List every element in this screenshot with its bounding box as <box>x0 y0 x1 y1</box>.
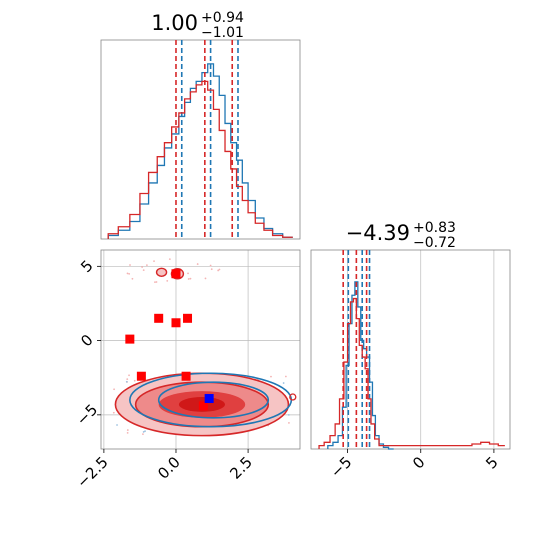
title-median-param1: 1.00 <box>151 11 198 35</box>
scatter-dot <box>129 264 131 266</box>
scatter-y-ticks: −5 0 5 <box>73 257 101 429</box>
scatter-dot <box>142 433 144 435</box>
y-tick-label-1: 0 <box>77 331 96 350</box>
scatter-dot <box>204 277 207 280</box>
x-tick-label-1: 0 <box>409 453 428 472</box>
marker-layer <box>125 269 214 411</box>
scatter-dot <box>131 277 134 280</box>
red-marker-6 <box>181 371 191 381</box>
scatter-dot <box>218 268 221 271</box>
contour-island-1 <box>155 267 168 277</box>
histogram-frame-param1 <box>100 39 301 240</box>
scatter-dot <box>126 378 129 381</box>
red-marker-0 <box>171 269 181 279</box>
red-marker-7 <box>198 401 208 411</box>
scatter-dot <box>112 411 115 414</box>
x-tick-label-2: 5 <box>482 453 501 472</box>
scatter-dot <box>154 281 156 284</box>
scatter-dot <box>128 273 131 275</box>
histogram-series-2 <box>107 80 293 239</box>
red-marker-1 <box>154 313 164 323</box>
histogram-x-ticks-param2: −5 0 5 <box>327 449 502 481</box>
scatter-dot <box>146 264 148 266</box>
blue-marker <box>204 394 214 404</box>
scatter-dot <box>282 382 285 384</box>
histogram-panel-param1: 1.00 +0.94 −1.01 <box>100 10 301 240</box>
red-marker-2 <box>171 318 181 328</box>
red-marker-3 <box>183 313 193 323</box>
title-lower-param2: −0.72 <box>413 235 456 251</box>
scatter-grid <box>101 250 300 449</box>
scatter-dot <box>116 424 118 426</box>
scatter-dot <box>284 375 287 378</box>
histogram-series-2 <box>318 297 505 449</box>
title-upper-param2: +0.83 <box>413 220 456 236</box>
x-tick-label-0: −2.5 <box>73 453 111 491</box>
histogram-series-1 <box>107 63 293 239</box>
histogram-title-param1: 1.00 +0.94 −1.01 <box>151 10 244 41</box>
scatter-dot <box>126 429 129 431</box>
scatter-dot <box>168 258 171 261</box>
scatter-dot <box>217 269 220 272</box>
y-tick-label-0: −5 <box>73 401 101 429</box>
contour-island-3 <box>289 393 297 401</box>
scatter-dot <box>155 281 158 283</box>
x-tick-label-2: 2.5 <box>226 453 256 483</box>
scatter-dot <box>125 380 128 383</box>
scatter-dot <box>166 279 169 282</box>
scatter-frame <box>100 249 301 450</box>
scatter-dot <box>113 388 115 391</box>
x-tick-label-0: −5 <box>327 453 355 481</box>
scatter-dot <box>209 264 212 267</box>
histogram-title-param2: −4.39 +0.83 −0.72 <box>346 220 456 251</box>
scatter-dot <box>287 413 290 416</box>
scatter-dot <box>141 266 144 268</box>
contour-layers <box>114 267 297 437</box>
histogram-panel-param2: −5 0 5 −4.39 +0.83 −0.72 <box>310 220 511 481</box>
title-upper-param1: +0.94 <box>201 10 244 26</box>
red-marker-4 <box>125 334 135 344</box>
scatter-panel: −2.5 0.0 2.5 −5 0 5 <box>73 249 301 492</box>
red-marker-5 <box>136 371 146 381</box>
scatter-dot <box>126 272 129 275</box>
scatter-dot <box>187 272 189 275</box>
scatter-dot <box>142 269 145 272</box>
title-median-param2: −4.39 <box>346 221 410 245</box>
scatter-dot <box>153 260 155 263</box>
scatter-x-ticks: −2.5 0.0 2.5 <box>73 449 256 492</box>
y-tick-label-2: 5 <box>77 257 96 276</box>
title-lower-param1: −1.01 <box>201 25 244 41</box>
scatter-dot <box>210 268 213 271</box>
x-tick-label-1: 0.0 <box>154 453 184 483</box>
scatter-dot <box>144 430 146 433</box>
scatter-dot <box>189 277 192 280</box>
scatter-dot <box>133 379 136 382</box>
scatter-dot <box>270 375 272 378</box>
histogram-frame-param2 <box>310 249 511 450</box>
contour-line-2 <box>157 381 270 419</box>
scatter-dot <box>142 431 145 433</box>
scatter-dot <box>128 374 130 377</box>
scatter-dot <box>196 263 199 265</box>
scatter-dot <box>187 278 190 280</box>
scatter-dot <box>288 422 290 424</box>
scatter-dot <box>126 432 129 434</box>
